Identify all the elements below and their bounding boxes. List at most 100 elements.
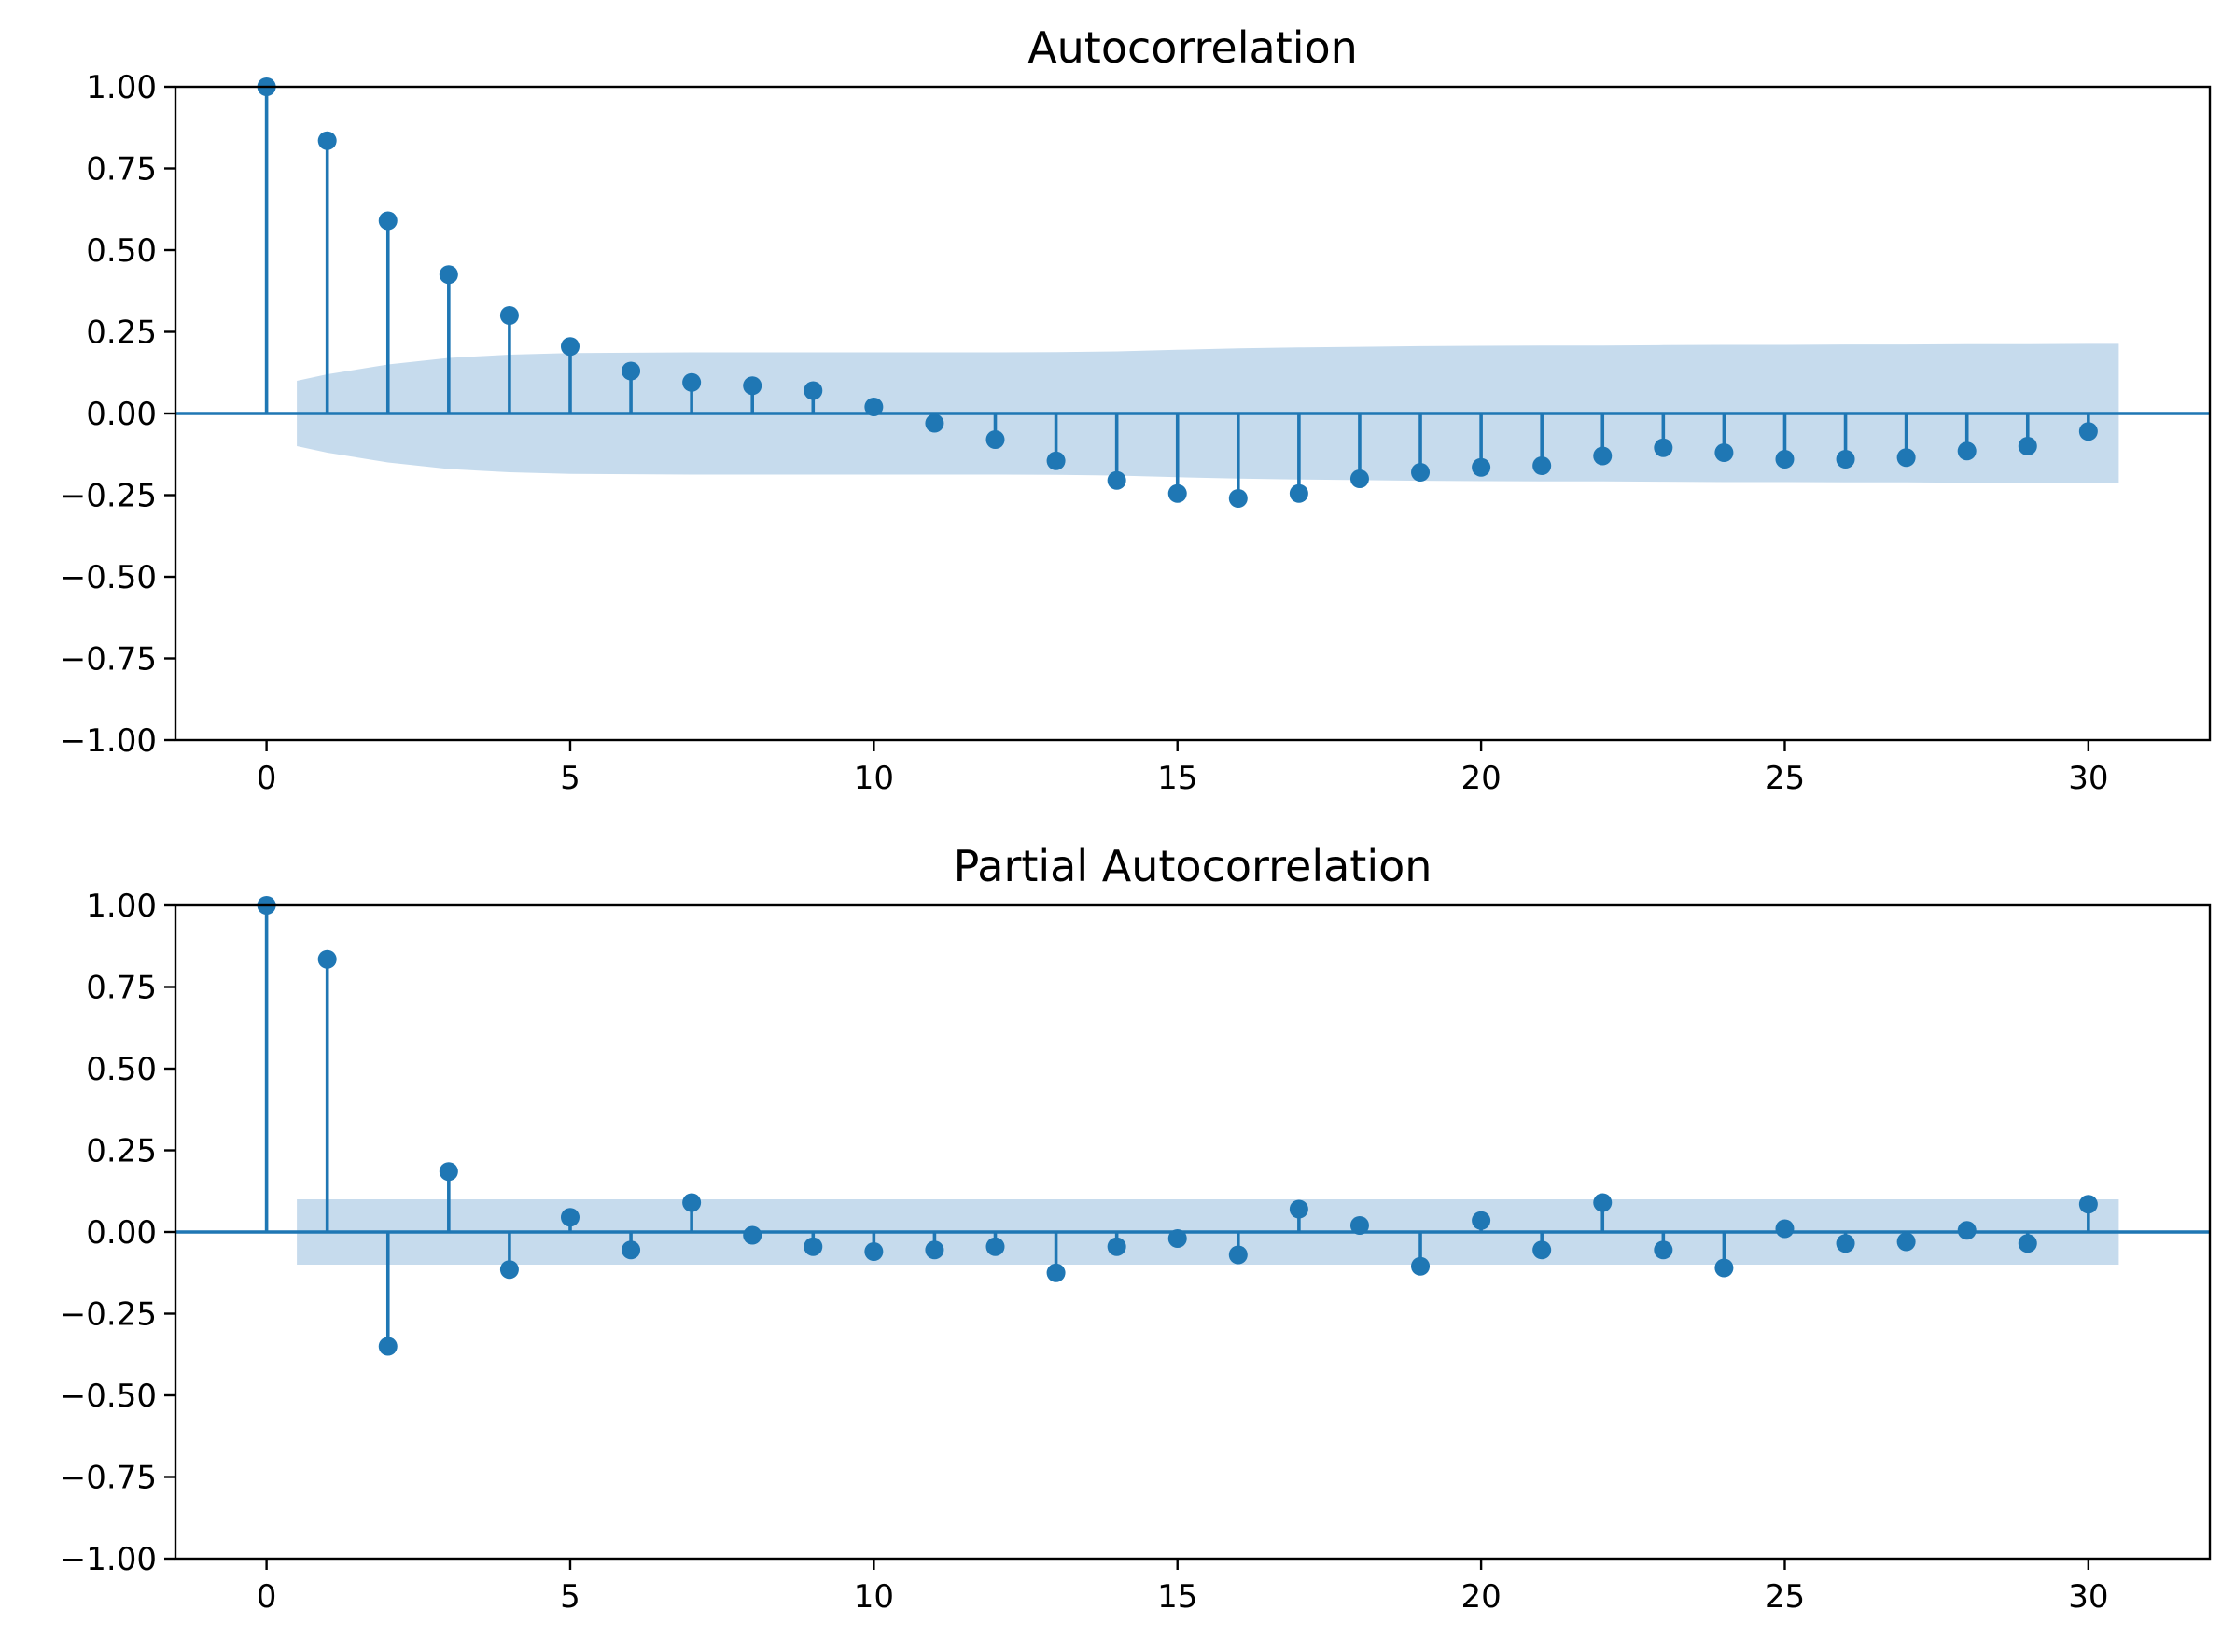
acf-y-tick-label: 0.25 [86,315,157,352]
pacf-y-tick-label: 0.00 [86,1214,157,1252]
acf-stem-marker [499,306,519,325]
pacf-stem-marker [317,949,337,969]
pacf-stem-marker [1411,1256,1431,1276]
pacf-stem-marker [925,1240,944,1260]
acf-stem-marker [682,372,702,392]
pacf-x-tick-label: 0 [257,1578,277,1616]
pacf-stem-marker [1896,1232,1916,1252]
pacf-stem-marker [1593,1193,1613,1212]
acf-x-tick-label: 15 [1157,760,1197,797]
pacf-stem-marker [1107,1237,1126,1256]
pacf-y-tick-label: 0.25 [86,1133,157,1170]
acf-x-tick-label: 30 [2068,760,2108,797]
pacf-panel: Partial Autocorrelation 1.00 0.75 0.50 0.25… [60,841,2212,1616]
acf-y-tick-label: 1.00 [86,69,157,106]
pacf-stem-marker [804,1237,823,1256]
pacf-y-tick-label: 1.00 [86,888,157,925]
pacf-stem-marker [2078,1195,2098,1214]
pacf-y-axis: 1.00 0.75 0.50 0.25 0.00 −0.25 −0.50 −0.75 −1.00 [60,888,175,1578]
pacf-y-tick-label: −0.50 [60,1378,157,1415]
pacf-stem-marker [1532,1240,1552,1260]
pacf-stem-marker [1654,1240,1673,1260]
pacf-stem-marker [1775,1219,1795,1239]
acf-y-axis: 1.00 0.75 0.50 0.25 0.00 −0.25 −0.50 −0.75 −1.00 [60,69,175,760]
acf-y-tick-label: 0.00 [86,396,157,433]
acf-x-tick-label: 25 [1765,760,1805,797]
acf-stem-marker [985,430,1005,449]
pacf-stem-marker [378,1337,398,1356]
acf-stem-marker [622,361,641,381]
acf-stems [175,77,2210,508]
acf-stem-marker [804,381,823,400]
acf-stem-marker [1349,469,1369,488]
pacf-stem-marker [1349,1216,1369,1235]
pacf-x-axis: 0 5 10 15 20 25 30 [257,1559,2108,1616]
pacf-x-tick-label: 30 [2068,1578,2108,1616]
acf-stem-marker [1411,463,1431,482]
pacf-y-tick-label: −0.25 [60,1296,157,1334]
pacf-x-tick-label: 20 [1460,1578,1501,1616]
acf-stem-marker [1289,483,1308,503]
acf-title: Autocorrelation [1027,22,1358,73]
acf-x-tick-label: 0 [257,760,277,797]
acf-stem-marker [1654,438,1673,457]
acf-stem-marker [743,376,762,396]
pacf-stem-marker [1228,1245,1248,1265]
acf-x-tick-label: 5 [560,760,580,797]
acf-x-tick-label: 20 [1460,760,1501,797]
acf-y-tick-label: −1.00 [60,722,157,760]
pacf-stem-marker [560,1208,580,1227]
pacf-stem-marker [864,1242,884,1261]
acf-y-tick-label: −0.50 [60,559,157,596]
acf-stem-marker [1836,450,1855,469]
pacf-stem-marker [682,1193,702,1212]
pacf-stem-marker [1046,1263,1066,1282]
acf-x-axis: 0 5 10 15 20 25 30 [257,740,2108,797]
acf-stem-marker [1167,483,1187,503]
acf-stem-marker [378,211,398,231]
pacf-y-tick-label: 0.50 [86,1051,157,1088]
pacf-x-tick-label: 5 [560,1578,580,1616]
pacf-y-tick-label: −0.75 [60,1460,157,1497]
pacf-plot-frame [174,903,2212,1561]
acf-stem-marker [1228,489,1248,508]
pacf-stem-marker [1957,1221,1977,1240]
acf-stem-marker [1714,443,1734,462]
pacf-stem-marker [439,1162,458,1182]
pacf-x-tick-label: 15 [1157,1578,1197,1616]
acf-stem-marker [1472,457,1491,477]
acf-stem-marker [317,131,337,150]
acf-stem-marker [1896,448,1916,468]
pacf-stem-marker [622,1240,641,1260]
acf-stem-marker [2018,437,2037,455]
acf-stem-marker [864,398,884,416]
pacf-x-tick-label: 25 [1765,1578,1805,1616]
pacf-stem-marker [499,1260,519,1280]
pacf-stem-marker [1472,1211,1491,1230]
acf-y-tick-label: 0.50 [86,232,157,270]
acf-stem-marker [1532,456,1552,475]
pacf-stem-marker [2018,1234,2037,1253]
pacf-stem-marker [985,1237,1005,1256]
pacf-x-tick-label: 10 [854,1578,894,1616]
pacf-title: Partial Autocorrelation [954,841,1432,891]
pacf-y-tick-label: −1.00 [60,1541,157,1578]
acf-stem-marker [1775,450,1795,469]
acf-stem-marker [2078,422,2098,441]
acf-stem-marker [1593,446,1613,466]
pacf-stem-marker [743,1225,762,1245]
acf-stem-marker [925,413,944,433]
acf-plot-frame [174,85,2212,742]
acf-panel: Autocorrelation 1.00 0.75 0.50 0.25 0.00 −0.2… [60,22,2212,797]
pacf-y-tick-label: 0.75 [86,970,157,1007]
pacf-stem-marker [1167,1229,1187,1248]
acf-y-tick-label: −0.75 [60,641,157,679]
acf-stem-marker [1046,451,1066,470]
acf-y-tick-label: 0.75 [86,151,157,189]
acf-stem-marker [560,337,580,357]
pacf-stem-marker [1289,1199,1308,1219]
pacf-stem-marker [1836,1234,1855,1253]
acf-x-tick-label: 10 [854,760,894,797]
acf-stem-marker [1957,441,1977,461]
